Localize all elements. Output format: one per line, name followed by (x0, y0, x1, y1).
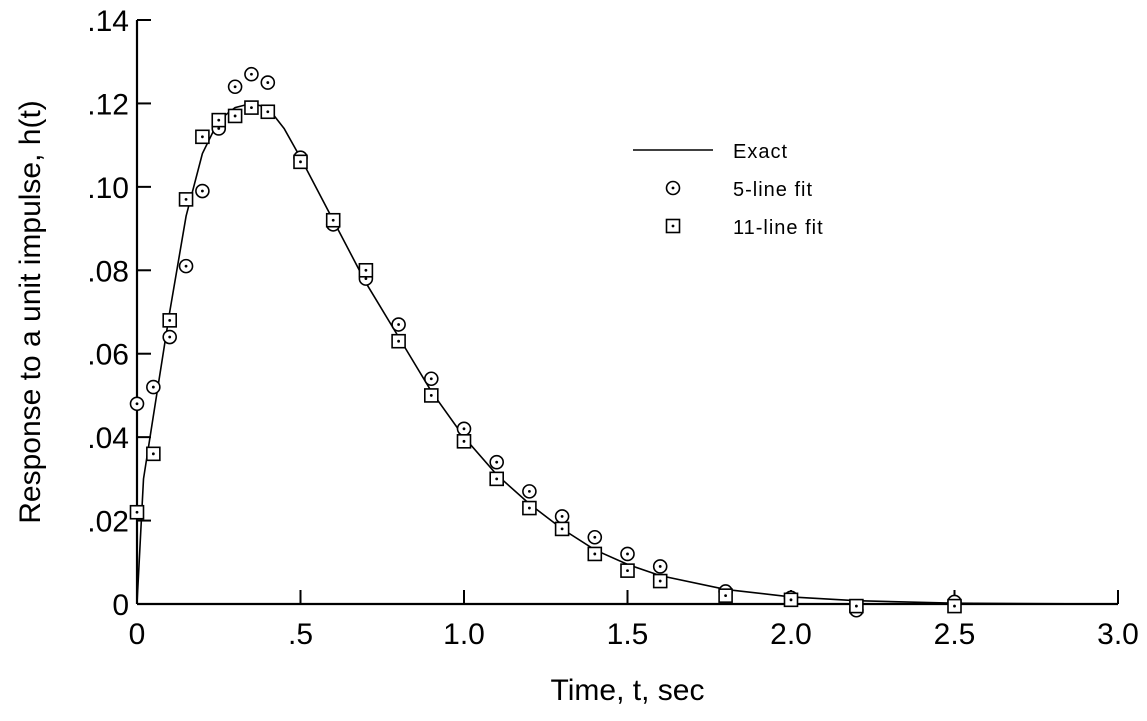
circle-point (227, 79, 243, 95)
axes (135, 20, 1118, 606)
y-tick-label: .04 (87, 422, 129, 455)
y-tick-label: .08 (87, 255, 129, 288)
square-point (325, 212, 341, 228)
y-tick-label: 0 (112, 589, 129, 622)
square-point (146, 446, 161, 462)
legend: Exact 5-line fit 11-line fit (633, 141, 824, 239)
x-axis-ticks: 0 .5 1.0 1.5 2.0 2.5 3.0 (129, 590, 1139, 651)
square-point (293, 154, 308, 170)
square-point (849, 598, 864, 614)
circle-point (489, 454, 505, 470)
x-tick-label: 2.0 (770, 618, 812, 651)
series-11-line-fit (129, 100, 962, 614)
y-axis-title: Response to a unit impulse, h(t) (14, 100, 47, 524)
square-point (652, 573, 668, 589)
circle-point (522, 484, 537, 499)
legend-label: Exact (733, 141, 788, 163)
circle-point (554, 509, 570, 524)
y-tick-label: .10 (87, 172, 129, 205)
y-axis-ticks: 0 .02 .04 .06 .08 .10 .12 .14 (87, 5, 151, 622)
x-tick-label: 0 (129, 618, 146, 651)
square-point (358, 262, 374, 278)
square-point (718, 588, 733, 603)
square-point (260, 104, 276, 120)
square-point (195, 129, 210, 145)
circle-point (146, 379, 161, 395)
square-point (620, 563, 635, 578)
circle-point (244, 66, 259, 82)
legend-square-sample (665, 218, 681, 234)
square-point (783, 592, 799, 608)
circle-point (652, 559, 668, 574)
x-tick-label: 3.0 (1097, 618, 1139, 651)
y-tick-label: .06 (87, 339, 129, 372)
circle-point (260, 75, 276, 90)
x-axis-title: Time, t, sec (551, 674, 705, 707)
circle-point (162, 329, 177, 345)
circle-point (129, 396, 145, 412)
square-point (178, 192, 194, 207)
x-tick-label: 1.0 (443, 618, 485, 651)
square-point (489, 471, 505, 487)
circle-point (423, 371, 439, 387)
legend-label: 11-line fit (733, 217, 824, 239)
square-point (211, 112, 227, 128)
series-5-line-fit (129, 66, 962, 618)
square-point (587, 546, 603, 562)
square-point (522, 500, 537, 516)
circle-point (456, 421, 472, 437)
circle-point (587, 529, 603, 545)
square-point (947, 598, 962, 614)
circle-point (195, 183, 210, 199)
circle-point (391, 317, 406, 332)
y-tick-label: .02 (87, 506, 129, 539)
square-point (129, 504, 145, 520)
square-point (162, 313, 177, 328)
series-exact (136, 102, 1119, 605)
exact-curve (136, 102, 1119, 605)
x-tick-label: .5 (288, 618, 313, 651)
x-tick-label: 1.5 (607, 618, 649, 651)
y-tick-label: .12 (87, 88, 129, 121)
circle-point (178, 258, 194, 274)
legend-circle-sample (665, 180, 681, 196)
square-point (391, 333, 406, 349)
x-tick-label: 2.5 (934, 618, 976, 651)
square-point (244, 100, 259, 115)
legend-label: 5-line fit (733, 179, 813, 201)
circle-point (620, 546, 635, 562)
series-layer (129, 66, 1119, 618)
square-point (554, 521, 570, 537)
y-tick-label: .14 (87, 5, 129, 38)
square-point (456, 434, 472, 449)
square-point (227, 108, 243, 124)
square-point (423, 388, 439, 403)
